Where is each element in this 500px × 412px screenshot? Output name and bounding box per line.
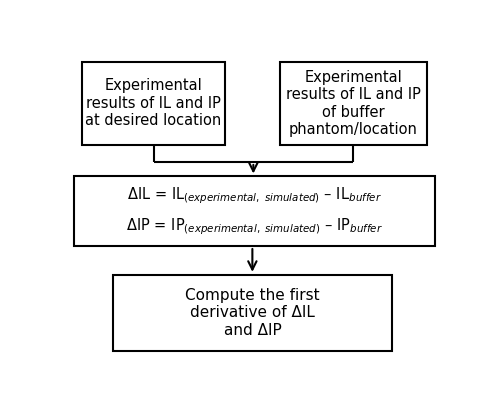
Text: Compute the first
derivative of ΔIL
and ΔIP: Compute the first derivative of ΔIL and …: [185, 288, 320, 338]
Text: Experimental
results of IL and IP
at desired location: Experimental results of IL and IP at des…: [86, 78, 222, 128]
FancyBboxPatch shape: [113, 275, 392, 351]
Text: $\Delta$IL = IL$_{(experimental,\ simulated)}$ – IL$_{buffer}$: $\Delta$IL = IL$_{(experimental,\ simula…: [127, 185, 382, 206]
FancyBboxPatch shape: [280, 62, 427, 145]
FancyBboxPatch shape: [74, 176, 434, 246]
FancyBboxPatch shape: [82, 62, 225, 145]
Text: Experimental
results of IL and IP
of buffer
phantom/location: Experimental results of IL and IP of buf…: [286, 70, 420, 137]
Text: $\Delta$IP = IP$_{(experimental,\ simulated)}$ – IP$_{buffer}$: $\Delta$IP = IP$_{(experimental,\ simula…: [126, 217, 382, 237]
